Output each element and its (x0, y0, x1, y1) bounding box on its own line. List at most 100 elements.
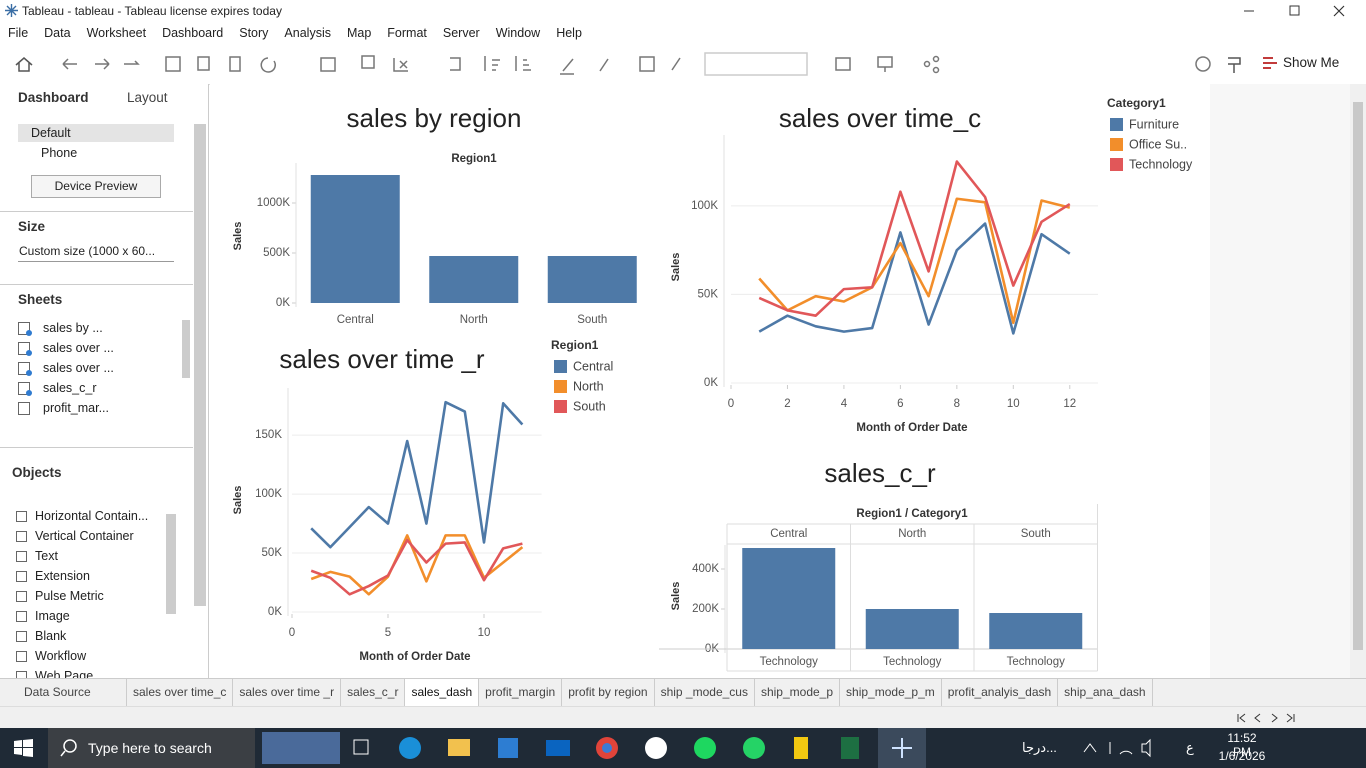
layout-tab[interactable]: Layout (127, 90, 168, 105)
sheet-name: sales over ... (43, 341, 114, 355)
object-icon (16, 571, 27, 582)
object-item[interactable]: Workflow (16, 648, 166, 666)
object-item[interactable]: Pulse Metric (16, 588, 166, 606)
taskbar-apps (262, 728, 926, 768)
sheet-icon (18, 322, 30, 335)
object-icon (16, 511, 27, 522)
objects-heading: Objects (12, 465, 62, 480)
size-dropdown[interactable]: Custom size (1000 x 60... (19, 244, 156, 258)
toolbar-icons (15, 52, 1277, 76)
sheet-icon (18, 382, 30, 395)
sheet-tab[interactable]: sales over time_c (127, 679, 234, 707)
sheet-tab[interactable]: ship_ana_dash (1058, 679, 1153, 707)
taskbar: Type here to search درجا... ع 11:52 PM 1… (0, 728, 1366, 768)
search-box[interactable]: Type here to search (48, 728, 255, 768)
sheet-tab[interactable]: ship _mode_cus (655, 679, 755, 707)
menu-item[interactable]: Worksheet (86, 26, 147, 40)
sheets-heading: Sheets (18, 292, 63, 307)
selected-device (18, 124, 174, 142)
sheet-tabs: Data Source sales over time_c sales over t… (0, 678, 1366, 707)
object-icon (16, 591, 27, 602)
sheet-item[interactable]: sales over ... (18, 340, 178, 358)
window-controls[interactable] (1230, 0, 1366, 22)
app-icon (5, 4, 18, 17)
object-item[interactable]: Text (16, 548, 166, 566)
object-name: Horizontal Contain... (35, 509, 149, 523)
canvas-margin (1210, 84, 1350, 678)
sheet-tab[interactable]: sales_c_r (341, 679, 406, 707)
menu-item[interactable]: Format (387, 26, 427, 40)
object-item[interactable]: Blank (16, 628, 166, 646)
object-item[interactable]: Extension (16, 568, 166, 586)
menu-item[interactable]: Help (556, 26, 582, 40)
object-name: Vertical Container (35, 529, 134, 543)
menu-item[interactable]: Dashboard (162, 26, 224, 40)
object-icon (16, 611, 27, 622)
sheet-item[interactable]: sales_c_r (18, 380, 178, 398)
dropdown-line (18, 261, 174, 262)
menu-item[interactable]: Analysis (284, 26, 331, 40)
sheet-name: sales over ... (43, 361, 114, 375)
sheet-tab[interactable]: profit by region (562, 679, 655, 707)
menu-item[interactable]: Story (239, 26, 269, 40)
object-name: Text (35, 549, 58, 563)
device-item[interactable]: Default (31, 126, 71, 140)
panel-scrollbar (194, 124, 206, 606)
menu-item[interactable]: Window (495, 26, 541, 40)
left-panel: Dashboard Layout Default Phone Device Pr… (0, 84, 209, 678)
clock-time[interactable]: 11:52 PM (1227, 731, 1257, 759)
sheet-tab[interactable]: sales over time _r (233, 679, 342, 707)
menu-item[interactable]: Data (44, 26, 71, 40)
object-item[interactable]: Web Page (16, 668, 166, 678)
window-title: Tableau - tableau - Tableau license expi… (22, 4, 282, 18)
sheet-tab[interactable]: ship_mode_p (755, 679, 841, 707)
separator (0, 284, 193, 285)
sheet-item[interactable]: profit_mar... (18, 400, 178, 418)
dashboard-canvas (210, 84, 1210, 678)
sheet-icon (18, 362, 30, 375)
menu-item[interactable]: Server (442, 26, 480, 40)
sheet-tab[interactable]: Data Source (0, 679, 127, 707)
menu-item[interactable]: Map (346, 26, 372, 40)
sheet-used-badge (26, 390, 32, 396)
menu-bar: File Data Worksheet Dashboard Story Analysis M… (0, 22, 1366, 44)
device-item[interactable]: Phone (41, 146, 78, 160)
object-item[interactable]: Vertical Container (16, 528, 166, 546)
device-preview-button[interactable]: Device Preview (31, 175, 161, 198)
sheet-item[interactable]: sales over ... (18, 360, 178, 378)
sheet-item[interactable]: sales by ... (18, 320, 178, 338)
sheet-name: profit_mar... (43, 401, 109, 415)
dashboard-tab[interactable]: Dashboard (18, 90, 89, 105)
object-name: Workflow (35, 649, 87, 663)
sheet-tab[interactable]: profit_analyis_dash (942, 679, 1059, 707)
separator (0, 447, 193, 448)
tray-icons (1083, 738, 1151, 758)
object-name: Blank (35, 629, 67, 643)
sheet-tab[interactable]: sales_dash (405, 679, 480, 707)
object-icon (16, 531, 27, 542)
object-name: Web Page (35, 669, 94, 678)
sheet-tab[interactable]: ship_mode_p_m (840, 679, 942, 707)
sheet-used-badge (26, 330, 32, 336)
start-button[interactable] (14, 739, 34, 757)
object-icon (16, 671, 27, 678)
language[interactable]: ع (1186, 740, 1194, 755)
object-name: Pulse Metric (35, 589, 104, 603)
clock-date[interactable]: 1/6/2026 (1218, 749, 1266, 763)
sheet-scrollbar (182, 320, 190, 378)
menu-item[interactable]: File (8, 26, 29, 40)
object-list: Horizontal Contain... Vertical Container T… (0, 508, 180, 678)
object-item[interactable]: Image (16, 608, 166, 626)
tab-nav[interactable] (1230, 711, 1360, 725)
object-icon (16, 631, 27, 642)
objects-scrollbar (166, 514, 176, 614)
sheet-used-badge (26, 350, 32, 356)
show-me-button[interactable]: Show Me (1283, 55, 1340, 70)
sheet-icon (18, 402, 30, 415)
weather[interactable]: درجا... (1022, 740, 1057, 755)
separator (0, 211, 193, 212)
sheet-tab[interactable]: profit_margin (479, 679, 563, 707)
size-heading: Size (18, 219, 46, 234)
object-item[interactable]: Horizontal Contain... (16, 508, 166, 526)
